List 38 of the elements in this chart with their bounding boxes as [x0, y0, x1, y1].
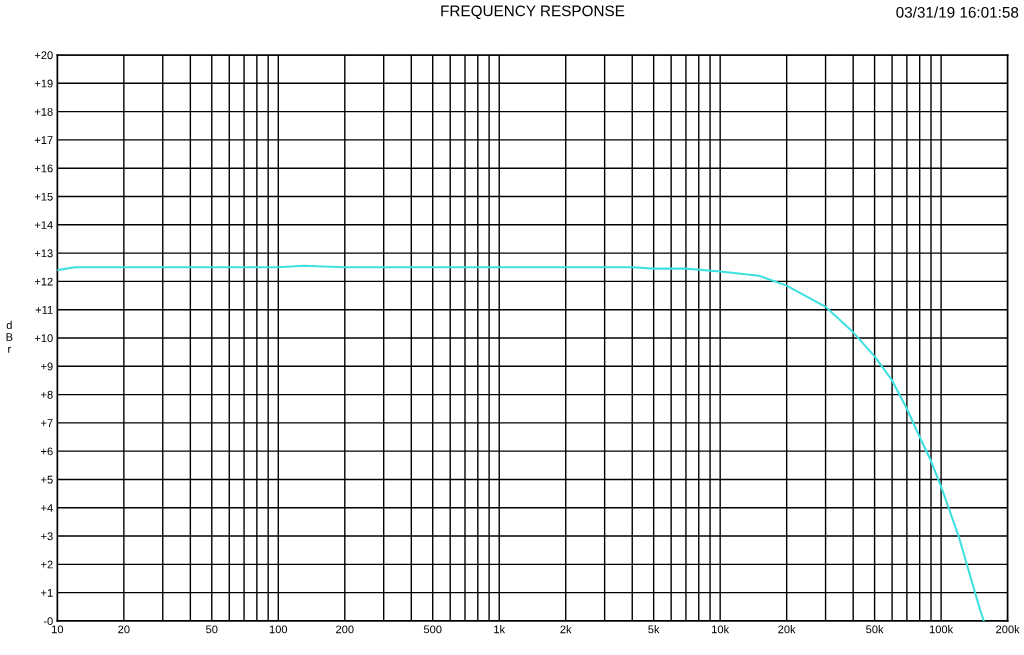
x-tick-label: 10k	[712, 625, 730, 634]
y-tick-label: +9	[41, 362, 53, 371]
y-tick-label: +17	[34, 136, 53, 144]
x-tick-label: 1k	[494, 625, 506, 634]
y-tick-label: +4	[41, 504, 53, 512]
y-tick-label: +5	[41, 475, 53, 484]
y-tick-label: +20	[34, 51, 53, 60]
y-tick-label: +7	[41, 419, 53, 427]
x-tick-label: 20	[118, 625, 130, 634]
y-tick-label: +10	[34, 334, 53, 343]
y-tick-label: +12	[34, 277, 53, 286]
y-tick-label: +13	[34, 249, 53, 258]
text: 03/31/19 16:01:58	[896, 6, 1019, 18]
x-tick-label: 100	[269, 625, 288, 634]
y-tick-label: +15	[34, 192, 53, 201]
x-tick-label: 200k	[996, 625, 1020, 634]
x-tick-label: 50k	[866, 625, 884, 634]
y-axis-title: dBr	[6, 320, 13, 353]
x-tick-label: 20k	[778, 625, 796, 634]
y-tick-label: +6	[41, 447, 53, 456]
x-tick-label: 200	[336, 625, 354, 634]
x-tick-label: 10	[52, 625, 64, 634]
y-tick-label: -0	[43, 617, 53, 626]
x-tick-label: 50	[206, 625, 218, 634]
y-tick-label: +3	[41, 532, 53, 541]
y-tick-label: +2	[41, 560, 53, 569]
y-tick-label: +16	[34, 164, 53, 173]
y-tick-label: +14	[34, 221, 53, 229]
x-tick-label: 2k	[560, 625, 572, 634]
y-tick-label: +18	[34, 107, 53, 116]
y-tick-label: +1	[41, 589, 53, 597]
x-tick-label: 500	[423, 625, 442, 634]
x-tick-label: 100k	[929, 625, 954, 634]
x-tick-label: 5k	[648, 625, 660, 634]
y-tick-label: +19	[34, 79, 53, 88]
y-tick-label: +11	[35, 306, 53, 314]
chart-title: FREQUENCY RESPONSE	[441, 5, 625, 20]
y-tick-label: +8	[41, 390, 53, 399]
